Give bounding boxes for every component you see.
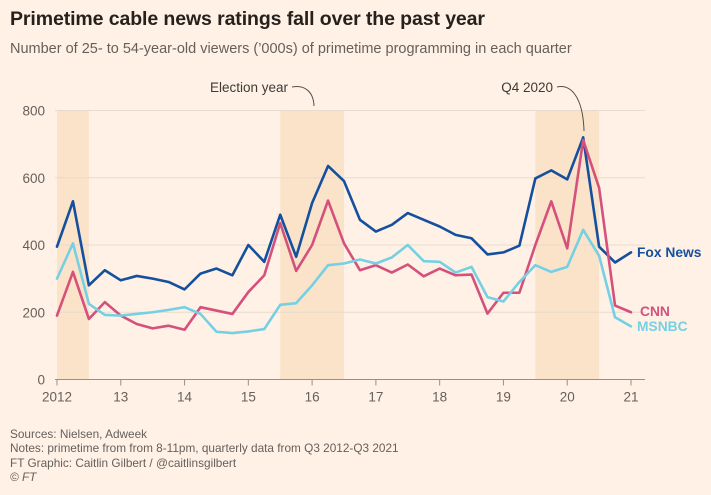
x-axis-label: 20 [560, 390, 575, 405]
footer-sources: Sources: Nielsen, Adweek [10, 427, 148, 441]
x-axis-label: 15 [241, 390, 256, 405]
series-label-cnn: CNN [640, 304, 670, 319]
x-axis-label: 18 [432, 390, 447, 405]
page-title: Primetime cable news ratings fall over t… [10, 8, 485, 30]
page-subtitle: Number of 25- to 54-year-old viewers (’0… [10, 41, 572, 57]
y-axis-label: 0 [37, 373, 45, 388]
x-axis-label: 14 [177, 390, 193, 405]
series-label-msnbc: MSNBC [637, 319, 688, 334]
y-axis-label: 800 [22, 104, 45, 119]
annotation-label: Q4 2020 [501, 80, 553, 95]
x-axis-label: 19 [496, 390, 511, 405]
msnbc-line [55, 228, 633, 335]
x-axis-label: 2012 [42, 390, 72, 405]
chart-footer: Sources: Nielsen, Adweek Notes: primetim… [10, 427, 399, 484]
y-axis-label: 200 [22, 305, 45, 320]
x-axis-label: 17 [368, 390, 383, 405]
footer-notes: Notes: primetime from from 8-11pm, quart… [10, 441, 399, 456]
cnn-line [55, 138, 633, 332]
x-axis-label: 21 [623, 390, 638, 405]
annotation-label: Election year [210, 80, 289, 95]
annotation-connector [556, 86, 585, 132]
annotation-connector [291, 86, 315, 107]
footer-copyright: © FT [10, 469, 37, 484]
fox-news-line [55, 136, 633, 291]
footer-credit: FT Graphic: Caitlin Gilbert / @caitlinsg… [10, 455, 237, 470]
x-axis-label: 16 [305, 390, 320, 405]
y-axis-label: 400 [22, 238, 45, 253]
ratings-line-chart: 2012 13 14 15 16 17 18 19 20 21 0 200 400 600 800 Fox N… [22, 80, 702, 405]
x-axis-label: 13 [113, 390, 128, 405]
series-label-fox-news: Fox News [637, 245, 702, 260]
y-axis-label: 600 [22, 171, 45, 186]
